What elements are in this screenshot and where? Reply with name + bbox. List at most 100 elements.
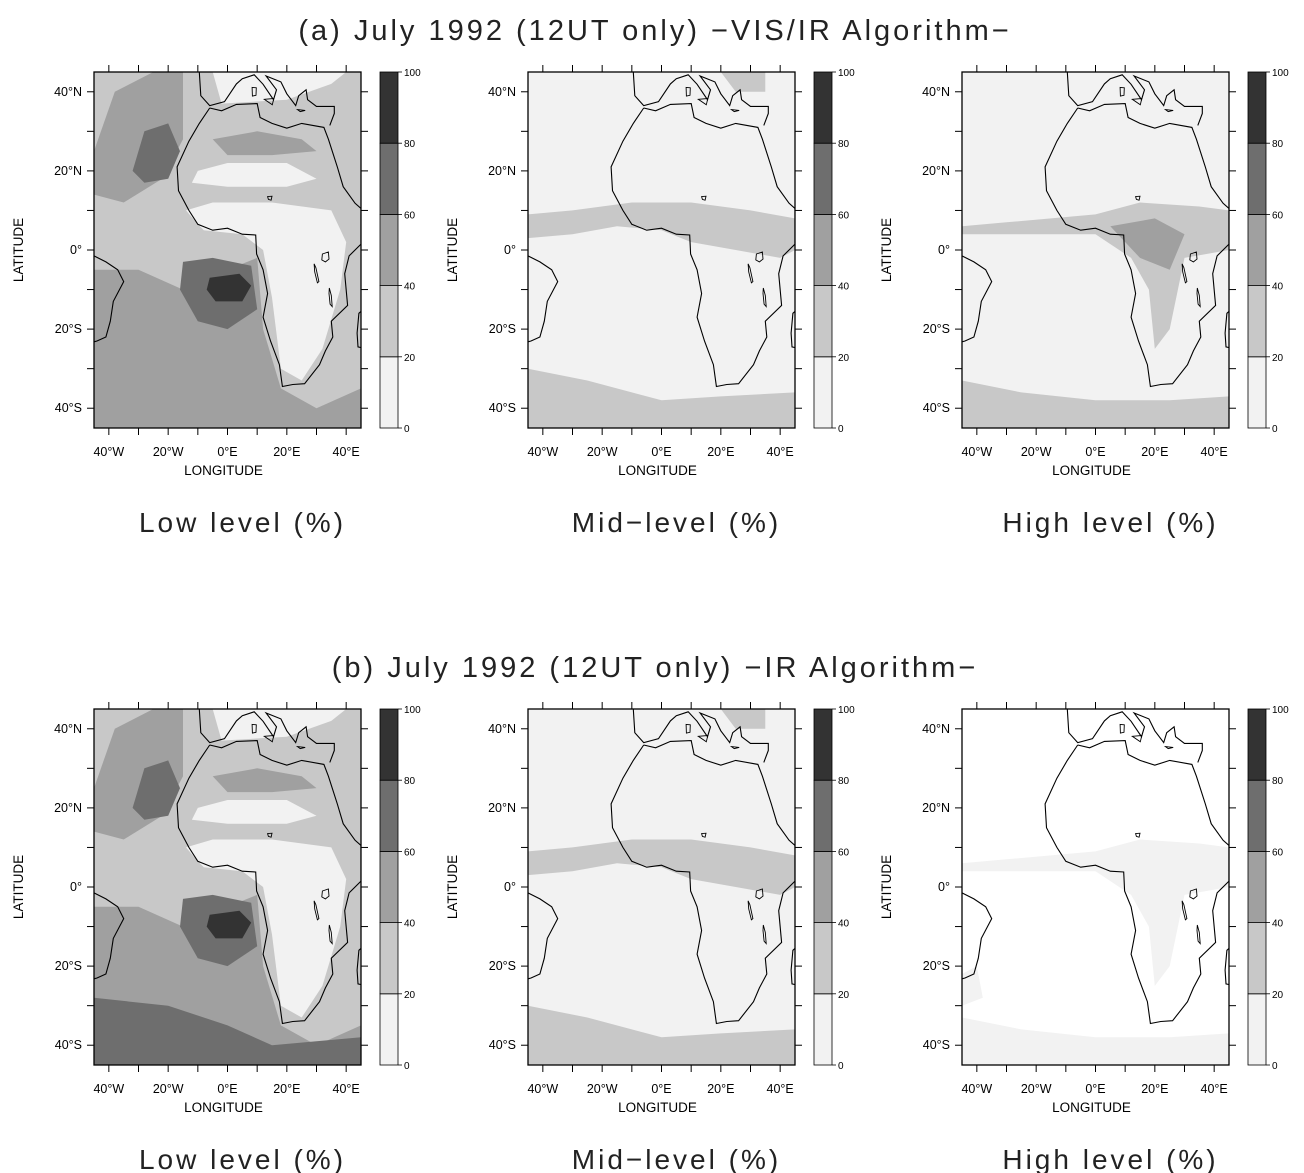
coastline bbox=[1224, 947, 1229, 986]
x-axis-label: LONGITUDE bbox=[1052, 463, 1131, 478]
colorbar-label: 100 bbox=[404, 705, 421, 716]
coastline bbox=[1196, 924, 1201, 945]
y-tick-label: 40°S bbox=[489, 1038, 516, 1052]
colorbar-label: 0 bbox=[1272, 1061, 1278, 1072]
colorbar-label: 20 bbox=[404, 353, 416, 364]
coastline bbox=[790, 947, 795, 986]
coastline bbox=[697, 734, 709, 743]
x-tick-label: 20°E bbox=[707, 1082, 734, 1096]
y-tick-label: 20°N bbox=[922, 164, 950, 178]
coastline bbox=[198, 72, 335, 126]
y-tick-label: 0° bbox=[70, 880, 82, 894]
coastline bbox=[1135, 195, 1141, 201]
map-panel-1-0: 40°W 20°W 0°E 20°E 40°E 40°N 20°N 0° 20°S 40°S LON… bbox=[11, 702, 421, 1173]
y-tick-label: 20°S bbox=[55, 322, 82, 336]
coastline bbox=[1163, 108, 1174, 113]
shade-region bbox=[191, 163, 317, 187]
coastline bbox=[321, 251, 330, 263]
colorbar-label: 60 bbox=[838, 210, 850, 221]
colorbar-swatch bbox=[813, 779, 833, 852]
shade-region bbox=[962, 839, 1229, 986]
y-tick-label: 0° bbox=[70, 243, 82, 257]
x-tick-label: 40°E bbox=[767, 445, 794, 459]
x-tick-label: 40°E bbox=[1201, 1082, 1228, 1096]
coastline bbox=[610, 103, 795, 388]
shade-region bbox=[528, 368, 795, 428]
colorbar-swatch bbox=[1247, 779, 1267, 852]
coastline bbox=[1044, 740, 1229, 1025]
colorbar-label: 0 bbox=[1272, 424, 1278, 435]
shade-region bbox=[132, 123, 180, 183]
coastline bbox=[1181, 900, 1188, 921]
x-tick-label: 20°E bbox=[273, 445, 300, 459]
colorbar-swatch bbox=[813, 993, 833, 1066]
colorbar-swatch bbox=[813, 285, 833, 358]
colorbar-label: 100 bbox=[838, 68, 855, 79]
colorbar-label: 100 bbox=[404, 68, 421, 79]
coastline bbox=[94, 255, 125, 343]
row-title: (b) July 1992 (12UT only) −IR Algorithm− bbox=[332, 652, 979, 684]
coastline bbox=[685, 86, 691, 97]
x-tick-label: 40°W bbox=[961, 1082, 992, 1096]
shade-region bbox=[212, 72, 347, 104]
colorbar-swatch bbox=[813, 213, 833, 286]
y-tick-label: 0° bbox=[504, 880, 516, 894]
x-axis-label: LONGITUDE bbox=[618, 1100, 697, 1115]
colorbar-swatch bbox=[813, 142, 833, 215]
coastline bbox=[251, 723, 257, 734]
y-tick-label: 40°S bbox=[489, 401, 516, 415]
colorbar-label: 100 bbox=[1272, 705, 1289, 716]
coastline bbox=[356, 310, 361, 349]
colorbar-label: 40 bbox=[404, 919, 416, 930]
y-tick-label: 40°N bbox=[488, 85, 516, 99]
x-axis-label: LONGITUDE bbox=[184, 1100, 263, 1115]
colorbar-label: 40 bbox=[404, 282, 416, 293]
coastline bbox=[1044, 103, 1229, 388]
coastline bbox=[1066, 709, 1203, 763]
colorbar-label: 20 bbox=[404, 990, 416, 1001]
colorbar-swatch bbox=[379, 285, 399, 358]
colorbar-swatch bbox=[813, 71, 833, 144]
coastline bbox=[267, 195, 273, 201]
y-tick-label: 20°N bbox=[488, 801, 516, 815]
coastline bbox=[790, 310, 795, 349]
y-tick-label: 20°S bbox=[489, 959, 516, 973]
coastline bbox=[321, 888, 330, 900]
shade-region bbox=[94, 997, 361, 1065]
colorbar-label: 20 bbox=[1272, 353, 1284, 364]
x-tick-label: 40°W bbox=[961, 445, 992, 459]
y-tick-label: 40°S bbox=[55, 1038, 82, 1052]
colorbar-swatch bbox=[1247, 356, 1267, 429]
x-tick-label: 20°W bbox=[1021, 445, 1052, 459]
x-tick-label: 40°W bbox=[93, 445, 124, 459]
map-panel-0-0: 40°W 20°W 0°E 20°E 40°E 40°N 20°N 0° 20°S 40°S LON… bbox=[11, 65, 421, 538]
coastline bbox=[1189, 888, 1198, 900]
x-tick-label: 0°E bbox=[217, 1082, 237, 1096]
coastline bbox=[1119, 723, 1125, 734]
colorbar-swatch bbox=[1247, 850, 1267, 923]
y-axis-label: LATITUDE bbox=[879, 855, 894, 919]
shade-region bbox=[528, 1005, 795, 1065]
colorbar-swatch bbox=[379, 142, 399, 215]
colorbar-label: 20 bbox=[838, 990, 850, 1001]
panel-caption: High level (%) bbox=[1002, 507, 1218, 538]
colorbar-swatch bbox=[1247, 708, 1267, 781]
colorbar-swatch bbox=[813, 922, 833, 995]
x-tick-label: 40°W bbox=[527, 1082, 558, 1096]
coastline bbox=[755, 251, 764, 263]
coastline bbox=[762, 924, 767, 945]
x-tick-label: 0°E bbox=[1085, 1082, 1105, 1096]
y-tick-label: 40°S bbox=[923, 1038, 950, 1052]
colorbar-label: 80 bbox=[404, 776, 416, 787]
coastline bbox=[729, 108, 740, 113]
shade-region bbox=[962, 380, 1229, 428]
shade-region bbox=[720, 72, 766, 92]
y-tick-label: 20°S bbox=[489, 322, 516, 336]
row-title: (a) July 1992 (12UT only) −VIS/IR Algori… bbox=[298, 15, 1011, 47]
shade-region bbox=[212, 131, 317, 156]
x-tick-label: 20°W bbox=[587, 445, 618, 459]
colorbar-swatch bbox=[1247, 71, 1267, 144]
coastline bbox=[632, 709, 769, 763]
x-tick-label: 40°E bbox=[333, 445, 360, 459]
